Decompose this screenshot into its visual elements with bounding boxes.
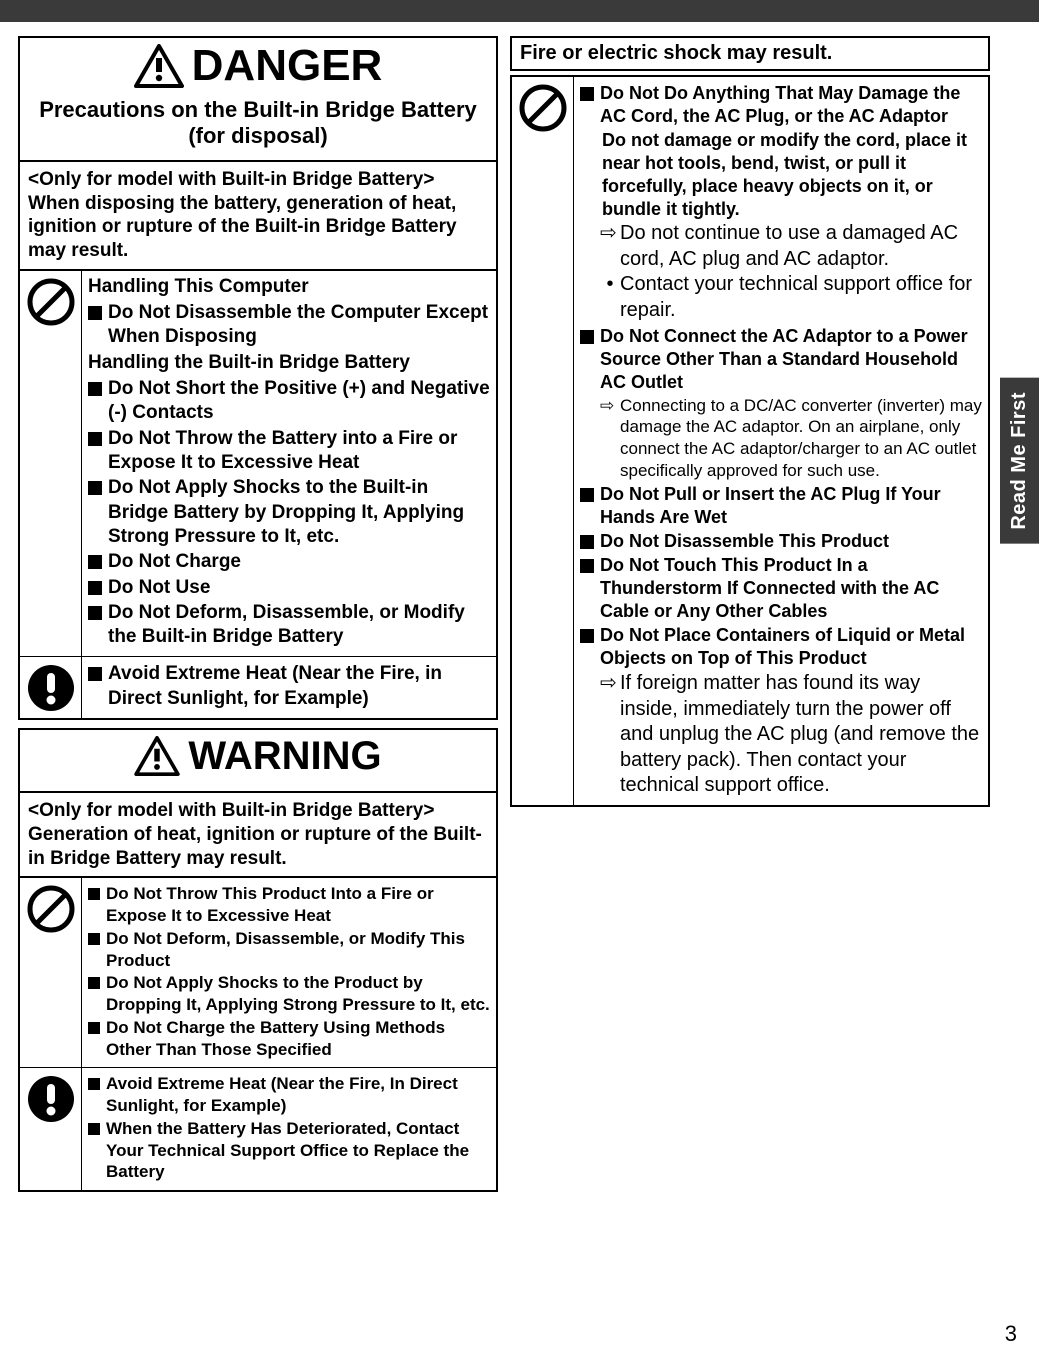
prohibit-icon <box>518 83 568 133</box>
bullet: Do Not Charge the Battery Using Methods … <box>106 1017 490 1061</box>
danger-prohibit-text: Handling This Computer Do Not Disassembl… <box>82 271 496 657</box>
left-column: DANGER Precautions on the Built-in Bridg… <box>18 36 498 1192</box>
warning-rules: Do Not Throw This Product Into a Fire or… <box>18 878 498 1192</box>
fire-header: Fire or electric shock may result. <box>510 36 990 71</box>
danger-intro: <Only for model with Built-in Bridge Bat… <box>18 162 498 271</box>
danger-rules: Handling This Computer Do Not Disassembl… <box>18 271 498 720</box>
prohibit-icon <box>26 884 76 934</box>
bullet: Do Not Apply Shocks to the Product by Dr… <box>106 972 490 1016</box>
bullet: Do Not Disassemble This Product <box>600 530 982 553</box>
bullet: Avoid Extreme Heat (Near the Fire, In Di… <box>106 1073 490 1117</box>
bullet: Do Not Charge <box>108 550 490 574</box>
bullet: Do Not Throw This Product Into a Fire or… <box>106 883 490 927</box>
prohibit-icon <box>26 277 76 327</box>
bullet: Do Not Use <box>108 576 490 600</box>
fire-text: Do Not Do Anything That May Damage the A… <box>574 77 988 805</box>
dot-text: Contact your technical support office fo… <box>620 272 982 323</box>
arrow-text: Do not continue to use a damaged AC cord… <box>620 221 982 272</box>
danger-subtitle: Precautions on the Built-in Bridge Batte… <box>30 97 486 150</box>
bullet: Do Not Apply Shocks to the Built-in Brid… <box>108 476 490 549</box>
bullet: Do Not Pull or Insert the AC Plug If You… <box>600 483 982 529</box>
bullet: Do Not Deform, Disassemble, or Modify Th… <box>106 928 490 972</box>
mandatory-icon-cell <box>20 657 82 718</box>
bullet: Do Not Connect the AC Adaptor to a Power… <box>600 325 982 394</box>
bullet: Do Not Do Anything That May Damage the A… <box>600 82 982 128</box>
warning-mandatory-text: Avoid Extreme Heat (Near the Fire, In Di… <box>82 1068 496 1190</box>
warning-intro: <Only for model with Built-in Bridge Bat… <box>18 793 498 878</box>
sub-text: Do not damage or modify the cord, place … <box>602 129 982 221</box>
danger-mandatory-text: Avoid Extreme Heat (Near the Fire, in Di… <box>82 657 496 718</box>
lead-1: Handling This Computer <box>88 275 490 299</box>
arrow-text: Connecting to a DC/AC converter (inverte… <box>620 395 982 482</box>
bullet: Do Not Deform, Disassemble, or Modify th… <box>108 601 490 650</box>
bullet: Do Not Throw the Battery into a Fire or … <box>108 427 490 476</box>
bullet: Do Not Touch This Product In a Thunderst… <box>600 554 982 623</box>
warning-title-text: WARNING <box>188 736 381 776</box>
page-number: 3 <box>1005 1321 1017 1347</box>
danger-title-text: DANGER <box>192 44 383 88</box>
mandatory-icon-cell <box>20 1068 82 1190</box>
warning-triangle-icon <box>134 44 184 88</box>
right-column: Fire or electric shock may result. Do No… <box>510 36 990 1192</box>
warning-heading: WARNING <box>18 728 498 793</box>
bullet: Do Not Place Containers of Liquid or Met… <box>600 624 982 670</box>
warning-prohibit-text: Do Not Throw This Product Into a Fire or… <box>82 878 496 1067</box>
page-content: DANGER Precautions on the Built-in Bridg… <box>18 36 1021 1192</box>
prohibit-icon-cell <box>20 271 82 657</box>
bullet: Do Not Short the Positive (+) and Negati… <box>108 377 490 426</box>
bullet: Avoid Extreme Heat (Near the Fire, in Di… <box>108 662 490 711</box>
bullet: When the Battery Has Deteriorated, Conta… <box>106 1118 490 1183</box>
prohibit-icon-cell <box>20 878 82 1067</box>
mandatory-icon <box>26 1074 76 1124</box>
side-tab-read-me-first: Read Me First <box>1000 378 1039 544</box>
bullet: Do Not Disassemble the Computer Except W… <box>108 301 490 350</box>
lead-2: Handling the Built-in Bridge Battery <box>88 351 490 375</box>
prohibit-icon-cell <box>512 77 574 805</box>
arrow-text: If foreign matter has found its way insi… <box>620 671 982 799</box>
danger-heading: DANGER Precautions on the Built-in Bridg… <box>18 36 498 162</box>
warning-triangle-icon <box>134 736 180 776</box>
fire-rules: Do Not Do Anything That May Damage the A… <box>510 75 990 807</box>
mandatory-icon <box>26 663 76 713</box>
top-bar <box>0 0 1039 22</box>
